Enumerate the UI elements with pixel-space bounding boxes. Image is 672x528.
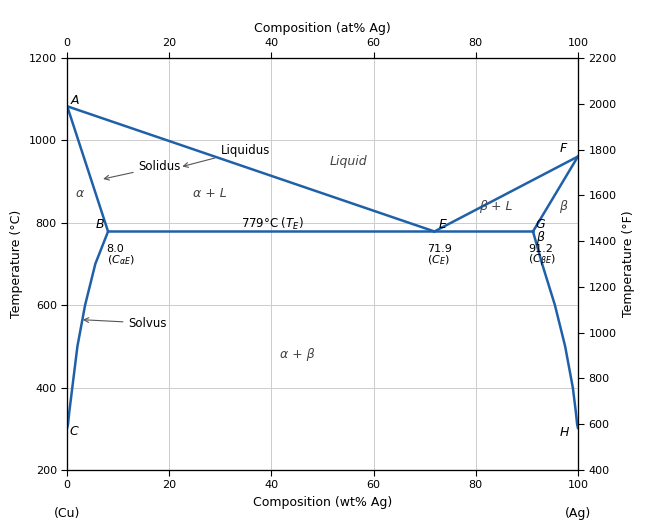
Y-axis label: Temperature (°C): Temperature (°C) (10, 210, 23, 318)
Text: $\beta$: $\beta$ (536, 229, 545, 246)
Text: α: α (76, 187, 84, 201)
Text: Liquid: Liquid (329, 155, 367, 167)
Text: A: A (71, 94, 79, 107)
Text: 91.2: 91.2 (528, 244, 553, 254)
Text: Liquidus: Liquidus (183, 144, 269, 167)
Text: α + β: α + β (280, 348, 314, 361)
Text: H: H (560, 426, 569, 439)
Text: ($C_E$): ($C_E$) (427, 254, 450, 267)
Text: ($C_{\alpha E}$): ($C_{\alpha E}$) (107, 254, 134, 267)
Text: 8.0: 8.0 (107, 244, 124, 254)
Text: 71.9: 71.9 (427, 244, 452, 254)
Y-axis label: Temperature (°F): Temperature (°F) (622, 211, 635, 317)
Text: β + L: β + L (479, 200, 513, 213)
Text: ($C_{\beta E}$): ($C_{\beta E}$) (528, 253, 556, 269)
Text: B: B (95, 218, 104, 231)
Text: G: G (535, 218, 544, 231)
Text: E: E (439, 218, 446, 231)
X-axis label: Composition (at% Ag): Composition (at% Ag) (254, 22, 391, 35)
Text: F: F (560, 143, 567, 155)
Text: (Cu): (Cu) (54, 507, 81, 521)
Text: 779$\degree$C ($T_E$): 779$\degree$C ($T_E$) (241, 216, 304, 232)
Text: Solvus: Solvus (84, 317, 167, 329)
Text: (Ag): (Ag) (564, 507, 591, 521)
X-axis label: Composition (wt% Ag): Composition (wt% Ag) (253, 496, 392, 509)
Text: C: C (69, 426, 78, 438)
Text: β: β (558, 200, 566, 213)
Text: α + L: α + L (194, 187, 227, 201)
Text: Solidus: Solidus (104, 160, 181, 180)
